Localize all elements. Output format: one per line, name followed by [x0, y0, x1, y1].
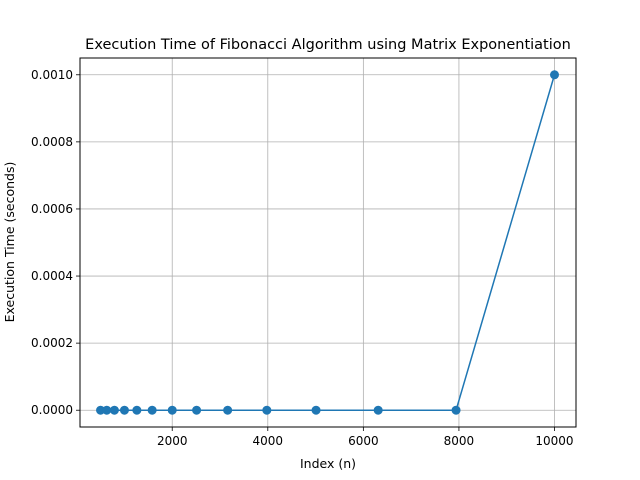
- data-point: [119, 405, 129, 415]
- x-tick-label: 4000: [253, 434, 284, 448]
- data-point: [167, 405, 177, 415]
- y-tick-label: 0.0008: [31, 135, 73, 149]
- data-point: [549, 70, 559, 80]
- series-layer: [96, 70, 559, 415]
- chart-title: Execution Time of Fibonacci Algorithm us…: [85, 37, 571, 53]
- data-point: [373, 405, 383, 415]
- data-point: [223, 405, 233, 415]
- y-tick-label: 0.0002: [31, 336, 73, 350]
- y-tick-label: 0.0006: [31, 202, 73, 216]
- data-point: [147, 405, 157, 415]
- y-tick-label: 0.0000: [31, 403, 73, 417]
- data-point: [192, 405, 202, 415]
- x-tick-label: 6000: [348, 434, 379, 448]
- x-tick-label: 8000: [444, 434, 475, 448]
- y-axis-ticks: 0.0000 0.0002 0.0004 0.0006 0.0008 0.0010: [31, 68, 80, 417]
- data-point: [96, 405, 106, 415]
- plot-frame: [79, 57, 577, 428]
- x-axis-ticks: 2000 4000 6000 8000 10000: [157, 427, 574, 448]
- x-tick-label: 2000: [157, 434, 188, 448]
- data-point: [109, 405, 119, 415]
- data-point: [311, 405, 321, 415]
- data-point: [102, 405, 112, 415]
- y-axis-label: Execution Time (seconds): [2, 162, 17, 323]
- data-point: [132, 405, 142, 415]
- y-tick-label: 0.0004: [31, 269, 73, 283]
- x-tick-label: 10000: [535, 434, 573, 448]
- y-tick-label: 0.0010: [31, 68, 73, 82]
- data-point: [451, 405, 461, 415]
- data-point: [262, 405, 272, 415]
- x-axis-label: Index (n): [300, 456, 356, 471]
